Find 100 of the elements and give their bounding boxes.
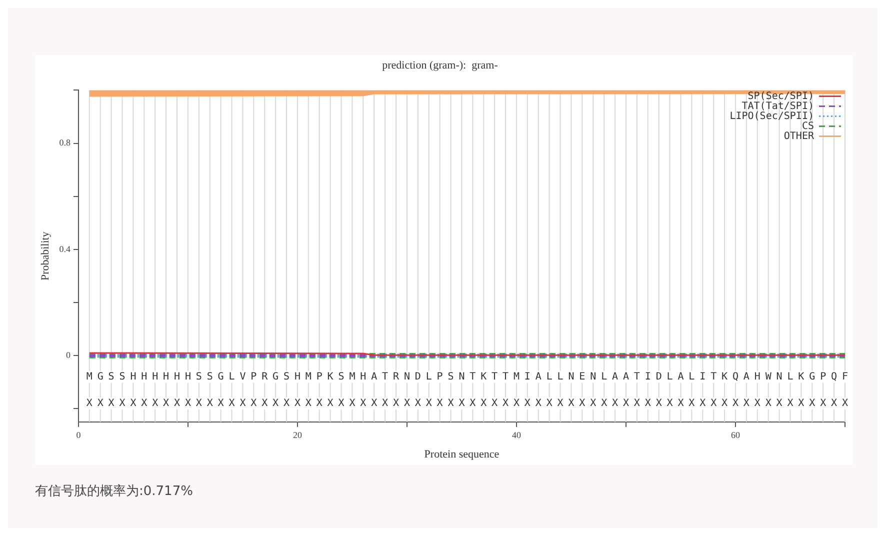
- annotation: X: [458, 398, 465, 410]
- annotation: I: [700, 371, 706, 382]
- annotation: A: [612, 371, 618, 382]
- annotation: X: [305, 398, 312, 410]
- x-tick-label: 40: [512, 430, 522, 440]
- y-tick-label: 0.8: [59, 138, 71, 148]
- annotation: X: [513, 398, 520, 410]
- annotation: H: [130, 371, 136, 382]
- annotation: G: [809, 371, 816, 382]
- annotation: X: [174, 398, 180, 410]
- annotation: A: [678, 371, 684, 382]
- annotation: X: [820, 398, 826, 410]
- annotation: G: [218, 371, 224, 382]
- annotation: H: [754, 371, 760, 382]
- annotation: X: [590, 398, 596, 410]
- annotation: X: [743, 398, 750, 410]
- annotation: X: [809, 398, 816, 410]
- annotation: G: [97, 371, 104, 382]
- annotation: X: [842, 398, 848, 410]
- annotation: K: [327, 371, 334, 382]
- annotation: L: [557, 371, 564, 382]
- annotation: X: [228, 398, 235, 410]
- annotation: S: [108, 371, 114, 382]
- annotation: X: [678, 398, 684, 410]
- annotation: H: [184, 371, 191, 382]
- annotation: D: [414, 371, 421, 382]
- annotation: T: [492, 371, 498, 382]
- annotation: M: [305, 371, 312, 382]
- annotation: X: [480, 398, 487, 410]
- annotation: N: [568, 371, 574, 382]
- annotation: X: [86, 398, 92, 410]
- annotation: X: [141, 398, 148, 410]
- annotation: X: [262, 398, 268, 410]
- annotation: S: [196, 371, 202, 382]
- annotation: S: [284, 371, 290, 382]
- annotation: X: [393, 398, 400, 410]
- annotation: X: [360, 398, 366, 410]
- x-tick-label: 60: [730, 430, 740, 440]
- annotation: Q: [831, 371, 838, 382]
- annotation: X: [218, 398, 224, 410]
- annotation: N: [404, 371, 410, 382]
- annotation: X: [568, 398, 574, 410]
- annotation: R: [262, 371, 269, 382]
- annotation: E: [579, 371, 586, 382]
- annotation: X: [557, 398, 564, 410]
- annotation: L: [666, 371, 673, 382]
- annotation: X: [338, 398, 344, 410]
- annotation: T: [470, 371, 476, 382]
- annotation: X: [666, 398, 673, 410]
- annotation: P: [436, 371, 443, 382]
- annotation: S: [338, 371, 344, 382]
- annotation: I: [524, 371, 530, 382]
- annotation: A: [371, 371, 378, 382]
- annotation: X: [108, 398, 114, 410]
- legend-label: OTHER: [784, 130, 815, 142]
- annotation: X: [700, 398, 706, 410]
- annotation: X: [732, 398, 739, 410]
- annotation: X: [754, 398, 760, 410]
- annotation: X: [119, 398, 126, 410]
- annotation: X: [502, 398, 509, 410]
- annotation: W: [765, 371, 772, 382]
- annotation: K: [480, 371, 487, 382]
- annotation: H: [174, 371, 180, 382]
- annotation: I: [644, 371, 651, 382]
- x-axis-title: Protein sequence: [424, 448, 500, 460]
- annotation: D: [656, 371, 662, 382]
- annotation: X: [579, 398, 586, 410]
- annotation: X: [316, 398, 322, 410]
- annotation: X: [206, 398, 213, 410]
- annotation: H: [163, 371, 170, 382]
- annotation: T: [634, 371, 640, 382]
- annotation: X: [656, 398, 662, 410]
- annotation: X: [284, 398, 290, 410]
- annotation: X: [601, 398, 608, 410]
- annotation: N: [458, 371, 465, 382]
- legend-label: CS: [802, 120, 814, 132]
- chart-title: prediction (gram-): gram-: [382, 59, 498, 72]
- annotation: X: [722, 398, 728, 410]
- annotation: X: [622, 398, 629, 410]
- annotation: X: [492, 398, 498, 410]
- y-axis-title: Probability: [39, 231, 52, 281]
- annotation: H: [152, 371, 158, 382]
- annotation: X: [634, 398, 640, 410]
- annotation: A: [622, 371, 629, 382]
- annotation: L: [688, 371, 695, 382]
- annotation: X: [163, 398, 170, 410]
- annotation: X: [152, 398, 158, 410]
- annotation: M: [349, 371, 356, 382]
- annotation: X: [196, 398, 202, 410]
- annotation: A: [743, 371, 750, 382]
- annotation: H: [294, 371, 300, 382]
- annotation: X: [546, 398, 552, 410]
- annotation: H: [360, 371, 366, 382]
- annotation: F: [842, 371, 848, 382]
- x-tick-label: 20: [292, 430, 302, 440]
- annotation: T: [382, 371, 388, 382]
- annotation: L: [546, 371, 552, 382]
- annotation: R: [393, 371, 400, 382]
- annotation: X: [776, 398, 782, 410]
- annotation: X: [382, 398, 388, 410]
